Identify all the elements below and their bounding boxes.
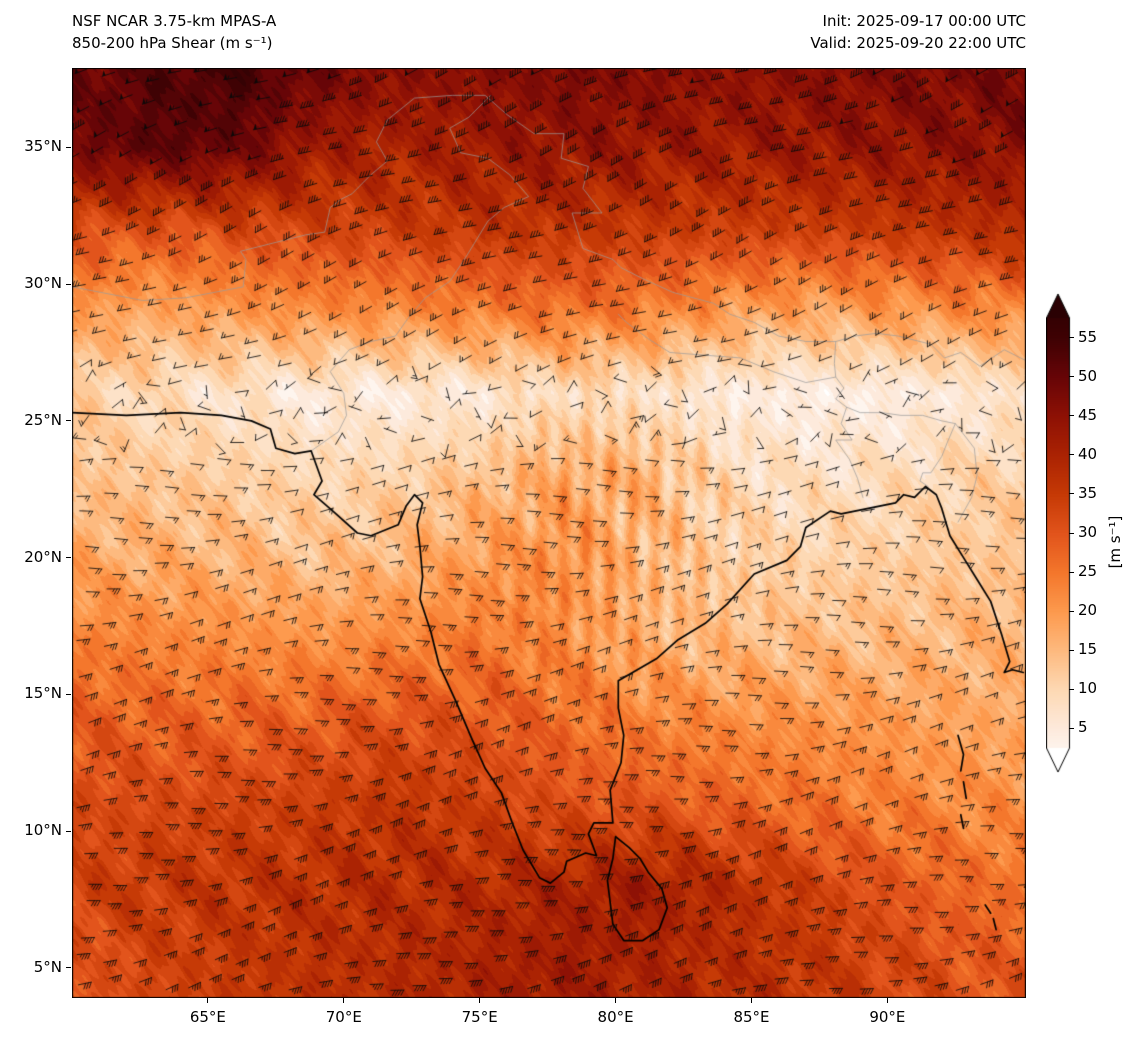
x-tick-mark	[207, 998, 209, 1003]
x-tick-label: 70°E	[325, 1008, 362, 1026]
colorbar-tick-mark	[1069, 532, 1074, 534]
y-tick-label: 5°N	[33, 957, 62, 976]
model-title: NSF NCAR 3.75-km MPAS-A	[72, 12, 277, 30]
y-tick-mark	[66, 557, 71, 559]
colorbar-tick-mark	[1069, 376, 1074, 378]
x-tick-label: 85°E	[733, 1008, 770, 1026]
valid-time: Valid: 2025-09-20 22:00 UTC	[810, 34, 1026, 52]
y-tick-label: 20°N	[24, 547, 62, 566]
x-tick-label: 90°E	[869, 1008, 906, 1026]
colorbar-tick-label: 30	[1078, 523, 1098, 541]
colorbar-tick-label: 55	[1078, 327, 1098, 346]
y-tick-mark	[66, 693, 71, 695]
y-tick-mark	[66, 420, 71, 422]
y-tick-label: 30°N	[24, 274, 62, 293]
colorbar-tick-label: 45	[1078, 405, 1098, 424]
init-time: Init: 2025-09-17 00:00 UTC	[822, 12, 1026, 30]
colorbar-tick-mark	[1069, 337, 1074, 339]
colorbar-tick-mark	[1069, 493, 1074, 495]
colorbar-tick-mark	[1069, 571, 1074, 573]
y-tick-mark	[66, 967, 71, 969]
colorbar	[1046, 292, 1072, 774]
title-block: NSF NCAR 3.75-km MPAS-A 850-200 hPa Shea…	[72, 10, 276, 54]
colorbar-tick-mark	[1069, 649, 1074, 651]
y-tick-mark	[66, 283, 71, 285]
colorbar-tick-label: 35	[1078, 483, 1098, 502]
colorbar-tick-label: 40	[1078, 444, 1098, 463]
time-block: Init: 2025-09-17 00:00 UTC Valid: 2025-0…	[810, 10, 1026, 54]
y-tick-mark	[66, 830, 71, 832]
y-tick-label: 25°N	[24, 410, 62, 429]
colorbar-label: [m s⁻¹]	[1106, 515, 1124, 569]
x-tick-mark	[886, 998, 888, 1003]
y-tick-label: 10°N	[24, 821, 62, 840]
x-tick-label: 75°E	[461, 1008, 498, 1026]
x-tick-label: 80°E	[597, 1008, 634, 1026]
colorbar-tick-label: 5	[1078, 718, 1088, 737]
colorbar-tick-mark	[1069, 454, 1074, 456]
x-tick-label: 65°E	[189, 1008, 226, 1026]
x-tick-mark	[343, 998, 345, 1003]
colorbar-tick-label: 10	[1078, 679, 1098, 698]
colorbar-tick-label: 20	[1078, 601, 1098, 620]
y-tick-label: 35°N	[24, 137, 62, 156]
colorbar-tick-label: 15	[1078, 640, 1098, 659]
y-tick-mark	[66, 146, 71, 148]
y-tick-label: 15°N	[24, 684, 62, 703]
x-tick-mark	[750, 998, 752, 1003]
colorbar-tick-label: 25	[1078, 562, 1098, 581]
x-tick-mark	[479, 998, 481, 1003]
shear-map-canvas	[72, 68, 1026, 998]
field-title: 850-200 hPa Shear (m s⁻¹)	[72, 34, 273, 52]
colorbar-tick-mark	[1069, 688, 1074, 690]
colorbar-tick-mark	[1069, 415, 1074, 417]
colorbar-tick-mark	[1069, 610, 1074, 612]
colorbar-tick-mark	[1069, 727, 1074, 729]
colorbar-tick-label: 50	[1078, 366, 1098, 385]
x-tick-mark	[615, 998, 617, 1003]
